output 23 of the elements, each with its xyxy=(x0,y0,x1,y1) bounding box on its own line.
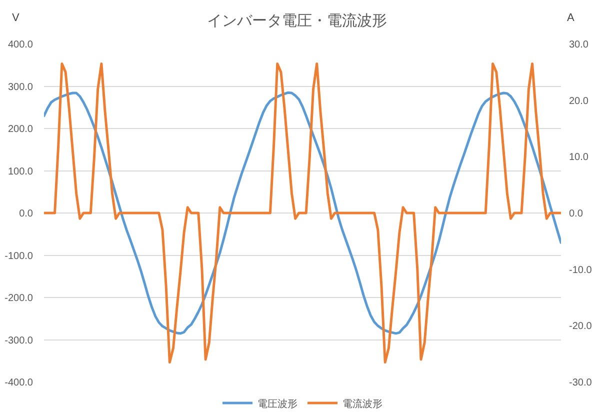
y-tick-label: 400.0 xyxy=(8,40,34,50)
y-tick-label: -200.0 xyxy=(4,293,34,304)
y2-tick-label: 10.0 xyxy=(569,152,589,164)
y-tick-label: 100.0 xyxy=(8,166,34,178)
y2-tick-label: -20.0 xyxy=(569,321,592,332)
chart-title: インバータ電圧・電流波形 xyxy=(207,12,387,30)
y2-axis-title: A xyxy=(567,12,575,24)
y-tick-label: -100.0 xyxy=(4,250,34,262)
y2-tick-label: 0.0 xyxy=(569,208,584,220)
line-series xyxy=(44,62,561,364)
legend-label: 電圧波形 xyxy=(258,398,298,410)
y-tick-label: 0.0 xyxy=(19,208,34,220)
y-tick-label: -300.0 xyxy=(4,335,34,346)
legend-label: 電流波形 xyxy=(342,398,382,410)
y2-tick-label: -10.0 xyxy=(569,264,592,276)
y2-tick-label: 20.0 xyxy=(569,96,589,107)
y2-tick-label: -30.0 xyxy=(569,378,592,388)
y-axis-title: V xyxy=(12,12,20,24)
y2-tick-label: 30.0 xyxy=(569,40,589,50)
y-tick-label: 300.0 xyxy=(8,82,34,93)
y-tick-label: 200.0 xyxy=(8,124,34,135)
y-tick-label: -400.0 xyxy=(4,378,34,388)
line-series xyxy=(44,91,561,335)
